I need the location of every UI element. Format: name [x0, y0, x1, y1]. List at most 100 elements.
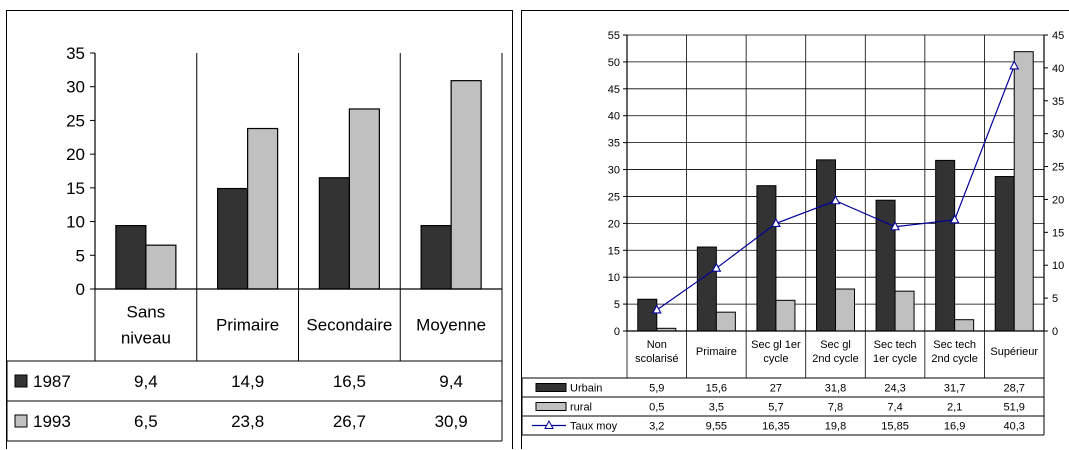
table-cell: 5,7 — [768, 402, 783, 414]
category-label-line: 1er cycle — [873, 353, 917, 365]
bar-Urbain-6 — [994, 176, 1015, 332]
y2-tick-label: 0 — [1052, 326, 1058, 338]
y-tick-label: 30 — [66, 78, 85, 97]
bar-1993-2 — [348, 108, 380, 290]
y-tick-label: 35 — [608, 138, 620, 150]
bar-rural-4 — [894, 290, 915, 332]
bar-1993-0 — [145, 244, 177, 290]
table-cell: 0,5 — [649, 402, 664, 414]
table-cell: 16,5 — [333, 372, 366, 391]
table-cell: 15,85 — [881, 421, 909, 433]
line-marker-5 — [949, 214, 960, 224]
category-label-line: Supérieur — [990, 346, 1038, 358]
line-marker-6 — [1009, 60, 1020, 70]
line-marker-1 — [711, 262, 722, 272]
y-tick-label: 20 — [66, 145, 85, 164]
table-cell: 40,3 — [1004, 421, 1025, 433]
table-cell: 30,9 — [435, 412, 468, 431]
y-tick-label: 15 — [66, 179, 85, 198]
table-cell: 26,7 — [333, 412, 366, 431]
legend-label-1993: 1993 — [33, 412, 71, 431]
legend-label-Taux moy: Taux moy — [570, 421, 618, 433]
legend-label-1987: 1987 — [33, 372, 71, 391]
y2-tick-label: 25 — [1052, 162, 1064, 174]
y-tick-label: 35 — [66, 44, 85, 63]
table-cell: 3,5 — [709, 402, 724, 414]
y2-tick-label: 15 — [1052, 227, 1064, 239]
bar-rural-2 — [775, 299, 796, 332]
legend-swatch-Urbain — [535, 383, 567, 392]
category-label-line: Non — [647, 339, 667, 351]
table-cell: 31,7 — [944, 383, 965, 395]
bar-1993-3 — [450, 80, 482, 290]
category-label-line: Sec gl — [820, 339, 851, 351]
category-label: Primaire — [696, 346, 737, 358]
legend-swatch-rural — [535, 402, 567, 411]
category-label-line: scolarisé — [635, 353, 678, 365]
y2-tick-label: 35 — [1052, 96, 1064, 108]
y2-tick-label: 5 — [1052, 293, 1058, 305]
y-tick-label: 0 — [76, 280, 85, 299]
line-marker-0 — [651, 304, 662, 314]
chart-panel-education-levels: 0 5 10 15 20 25 30 35 Sans niveau Primaire Secondai… — [6, 10, 513, 449]
category-label-line: Sec gl 1er — [751, 339, 801, 351]
table-cell: 6,5 — [134, 412, 158, 431]
table-cell: 24,3 — [884, 383, 905, 395]
y-tick-label: 0 — [614, 326, 620, 338]
table-cell: 51,9 — [1004, 402, 1025, 414]
category-label: Primaire — [216, 315, 279, 334]
y-tick-label: 15 — [608, 245, 620, 257]
y2-tick-label: 40 — [1052, 63, 1064, 75]
table-cell: 15,6 — [706, 383, 727, 395]
y-tick-label: 55 — [608, 30, 620, 42]
legend-label-rural: rural — [570, 402, 592, 414]
category-label-line: cycle — [763, 353, 788, 365]
category-label: Sec gl 1er cycle — [751, 339, 801, 365]
category-label: Secondaire — [306, 315, 392, 334]
category-label-line: 2nd cycle — [931, 353, 977, 365]
y-tick-label: 45 — [608, 84, 620, 96]
y-tick-label: 5 — [614, 299, 620, 311]
bar-Urbain-1 — [696, 246, 717, 332]
table-cell: 14,9 — [231, 372, 264, 391]
legend-swatch-marker — [544, 419, 554, 429]
legend-swatch-1987 — [14, 374, 28, 388]
bar-rural-1 — [715, 311, 736, 332]
y-tick-label: 5 — [76, 246, 85, 265]
bar-1987-0 — [115, 225, 147, 290]
line-marker-2 — [771, 217, 781, 228]
y-tick-label: 10 — [608, 272, 620, 284]
table-cell: 23,8 — [231, 412, 264, 431]
legend-swatch-1993 — [14, 414, 28, 428]
y2-tick-label: 45 — [1052, 30, 1064, 42]
table-cell: 7,4 — [887, 402, 902, 414]
table-cell: 9,55 — [706, 421, 727, 433]
category-label: Sans niveau — [121, 302, 171, 347]
chart-panel-urban-rural: 0 5 10 15 20 25 30 35 40 45 50 55 0 5 10 15 20 25 30 35 40 45… — [521, 10, 1069, 449]
y-tick-label: 40 — [608, 111, 620, 123]
category-label-line: Primaire — [696, 346, 737, 358]
y-tick-label: 30 — [608, 165, 620, 177]
y-tick-label: 25 — [66, 111, 85, 130]
table-cell: 28,7 — [1004, 383, 1025, 395]
bar-rural-6 — [1013, 51, 1034, 332]
bar-Urbain-2 — [756, 185, 777, 332]
table-cell: 9,4 — [134, 372, 158, 391]
table-cell: 19,8 — [825, 421, 846, 433]
bar-rural-5 — [954, 319, 975, 332]
y2-tick-label: 10 — [1052, 260, 1064, 272]
category-label-line: Primaire — [216, 315, 279, 334]
bar-rural-3 — [835, 288, 855, 332]
category-label-line: Sec tech — [874, 339, 917, 351]
category-label: Sec tech 2nd cycle — [931, 339, 977, 365]
bar-1993-1 — [247, 127, 279, 290]
line-marker-4 — [890, 221, 900, 231]
chart-right-svg: 0 5 10 15 20 25 30 35 40 45 50 55 0 5 10 15 20 25 30 35 40 45… — [522, 30, 1064, 436]
category-label-line: niveau — [121, 328, 171, 347]
table-cell: 7,8 — [828, 402, 843, 414]
table-cell: 16,9 — [944, 421, 965, 433]
category-label-line: Sans — [127, 302, 166, 321]
category-label-line: Secondaire — [306, 315, 392, 334]
category-label: Supérieur — [990, 346, 1038, 358]
bar-Urbain-5 — [935, 159, 956, 332]
